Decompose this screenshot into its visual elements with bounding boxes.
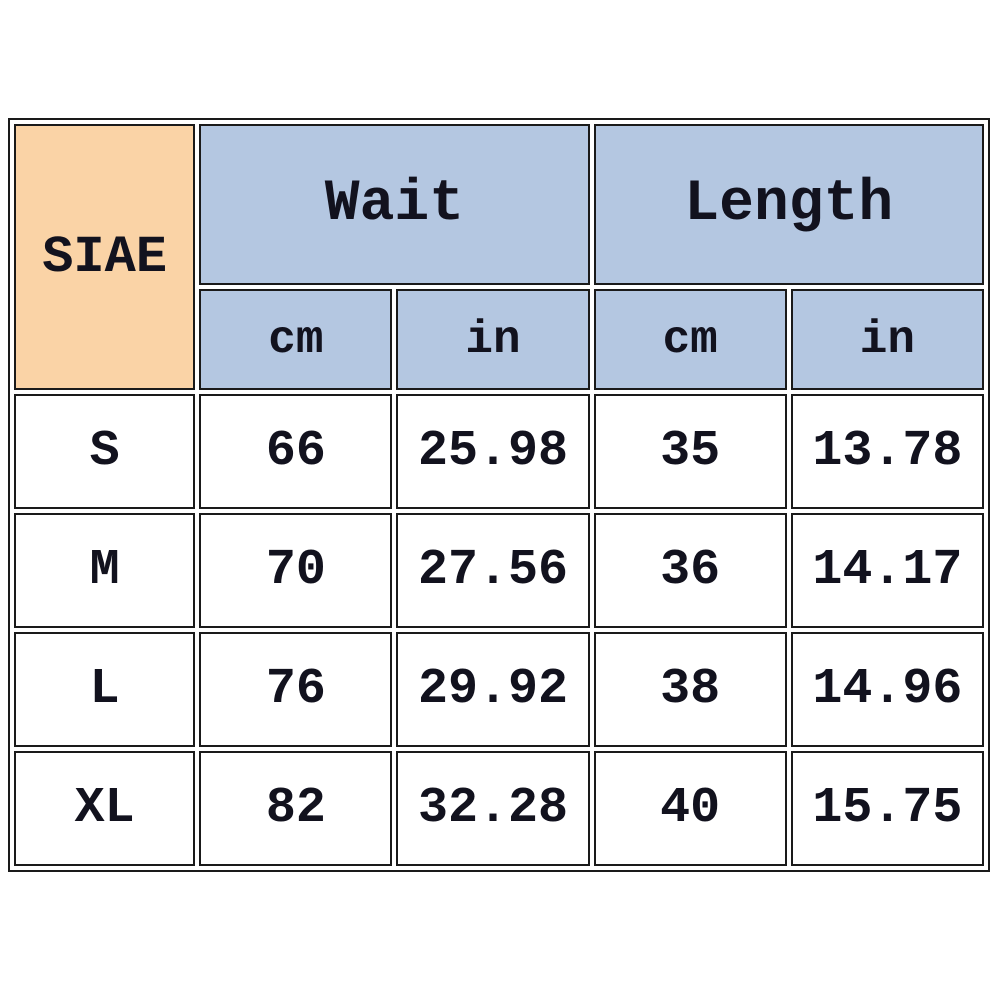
value-cell: 32.28 <box>396 751 590 866</box>
value-cell: 15.75 <box>790 751 984 866</box>
value-cell: 70 <box>199 513 393 629</box>
table-row: L 76 29.92 38 14.96 <box>14 632 984 748</box>
value-cell: 36 <box>593 513 787 629</box>
corner-header-cell: SIAE <box>14 124 196 391</box>
value-cell: 66 <box>199 394 393 510</box>
size-label-cell: S <box>14 394 196 510</box>
length-group-header-cell: Length <box>593 124 984 286</box>
group-header-row: SIAE Wait Length <box>14 124 984 391</box>
length-in-header-cell: in <box>790 289 984 391</box>
size-label-cell: M <box>14 513 196 629</box>
unit-header-row: cm in cm in <box>14 289 984 391</box>
value-cell: 14.96 <box>790 632 984 748</box>
length-cm-header-cell: cm <box>593 289 787 391</box>
size-label-cell: L <box>14 632 196 748</box>
size-label-cell: XL <box>14 751 196 866</box>
value-cell: 14.17 <box>790 513 984 629</box>
table-row: S 66 25.98 35 13.78 <box>14 394 984 510</box>
value-cell: 29.92 <box>396 632 590 748</box>
value-cell: 76 <box>199 632 393 748</box>
size-chart-table: SIAE Wait Length cm in cm in S 66 25.98 … <box>10 120 988 870</box>
wait-cm-header-cell: cm <box>199 289 393 391</box>
value-cell: 38 <box>593 632 787 748</box>
wait-group-header-cell: Wait <box>199 124 590 286</box>
wait-in-header-cell: in <box>396 289 590 391</box>
value-cell: 27.56 <box>396 513 590 629</box>
value-cell: 35 <box>593 394 787 510</box>
size-chart-table-frame: SIAE Wait Length cm in cm in S 66 25.98 … <box>8 118 990 872</box>
table-row: M 70 27.56 36 14.17 <box>14 513 984 629</box>
value-cell: 40 <box>593 751 787 866</box>
value-cell: 25.98 <box>396 394 590 510</box>
table-row: XL 82 32.28 40 15.75 <box>14 751 984 866</box>
value-cell: 82 <box>199 751 393 866</box>
value-cell: 13.78 <box>790 394 984 510</box>
